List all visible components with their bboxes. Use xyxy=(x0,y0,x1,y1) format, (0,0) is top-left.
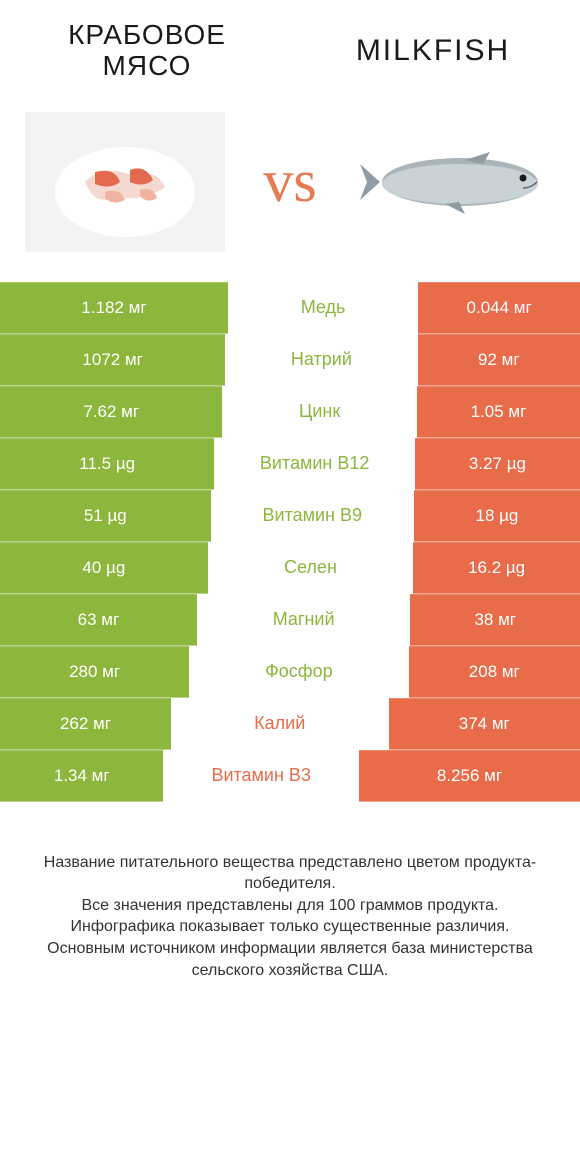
right-value: 38 мг xyxy=(410,594,580,646)
table-row: 7.62 мгЦинк1.05 мг xyxy=(0,386,580,438)
nutrient-label: Витамин B12 xyxy=(214,438,414,490)
title-left: КРАБОВОЕ МЯСО xyxy=(30,20,264,82)
table-row: 51 µgВитамин B918 µg xyxy=(0,490,580,542)
right-value: 8.256 мг xyxy=(359,750,580,802)
table-row: 1.34 мгВитамин B38.256 мг xyxy=(0,750,580,802)
nutrient-label: Медь xyxy=(228,282,418,334)
left-value: 7.62 мг xyxy=(0,386,222,438)
nutrient-label: Витамин B9 xyxy=(211,490,414,542)
table-row: 280 мгФосфор208 мг xyxy=(0,646,580,698)
table-row: 11.5 µgВитамин B123.27 µg xyxy=(0,438,580,490)
nutrient-label: Селен xyxy=(208,542,413,594)
footer-line: Название питательного вещества представл… xyxy=(20,852,560,895)
header: КРАБОВОЕ МЯСО MILKFISH xyxy=(0,0,580,92)
right-value: 0.044 мг xyxy=(418,282,580,334)
right-value: 16.2 µg xyxy=(413,542,580,594)
nutrient-label: Фосфор xyxy=(189,646,408,698)
right-value: 374 мг xyxy=(389,698,580,750)
table-row: 262 мгКалий374 мг xyxy=(0,698,580,750)
nutrient-label: Калий xyxy=(171,698,389,750)
milkfish-icon xyxy=(355,112,555,252)
left-value: 63 мг xyxy=(0,594,197,646)
left-value: 1.34 мг xyxy=(0,750,163,802)
nutrient-label: Магний xyxy=(197,594,411,646)
left-value: 51 µg xyxy=(0,490,211,542)
footer-line: Все значения представлены для 100 граммо… xyxy=(20,895,560,917)
left-value: 1.182 мг xyxy=(0,282,228,334)
left-value: 262 мг xyxy=(0,698,171,750)
crab-meat-icon xyxy=(25,112,225,252)
table-row: 63 мгМагний38 мг xyxy=(0,594,580,646)
nutrient-label: Натрий xyxy=(225,334,417,386)
footer-line: Основным источником информации является … xyxy=(20,938,560,981)
left-value: 40 µg xyxy=(0,542,208,594)
right-value: 1.05 мг xyxy=(417,386,580,438)
right-value: 18 µg xyxy=(414,490,580,542)
left-value: 1072 мг xyxy=(0,334,225,386)
right-image xyxy=(355,112,555,252)
left-image xyxy=(25,112,225,252)
vs-label: vs xyxy=(263,147,316,216)
right-value: 92 мг xyxy=(418,334,580,386)
footer: Название питательного вещества представл… xyxy=(0,802,580,1002)
left-value: 280 мг xyxy=(0,646,189,698)
right-value: 3.27 µg xyxy=(415,438,580,490)
title-right: MILKFISH xyxy=(316,34,550,68)
table-row: 40 µgСелен16.2 µg xyxy=(0,542,580,594)
footer-line: Инфографика показывает только существенн… xyxy=(20,916,560,938)
table-row: 1.182 мгМедь0.044 мг xyxy=(0,282,580,334)
images-row: vs xyxy=(0,92,580,282)
comparison-table: 1.182 мгМедь0.044 мг1072 мгНатрий92 мг7.… xyxy=(0,282,580,802)
right-value: 208 мг xyxy=(409,646,580,698)
nutrient-label: Цинк xyxy=(222,386,416,438)
nutrient-label: Витамин B3 xyxy=(163,750,358,802)
left-value: 11.5 µg xyxy=(0,438,214,490)
table-row: 1072 мгНатрий92 мг xyxy=(0,334,580,386)
